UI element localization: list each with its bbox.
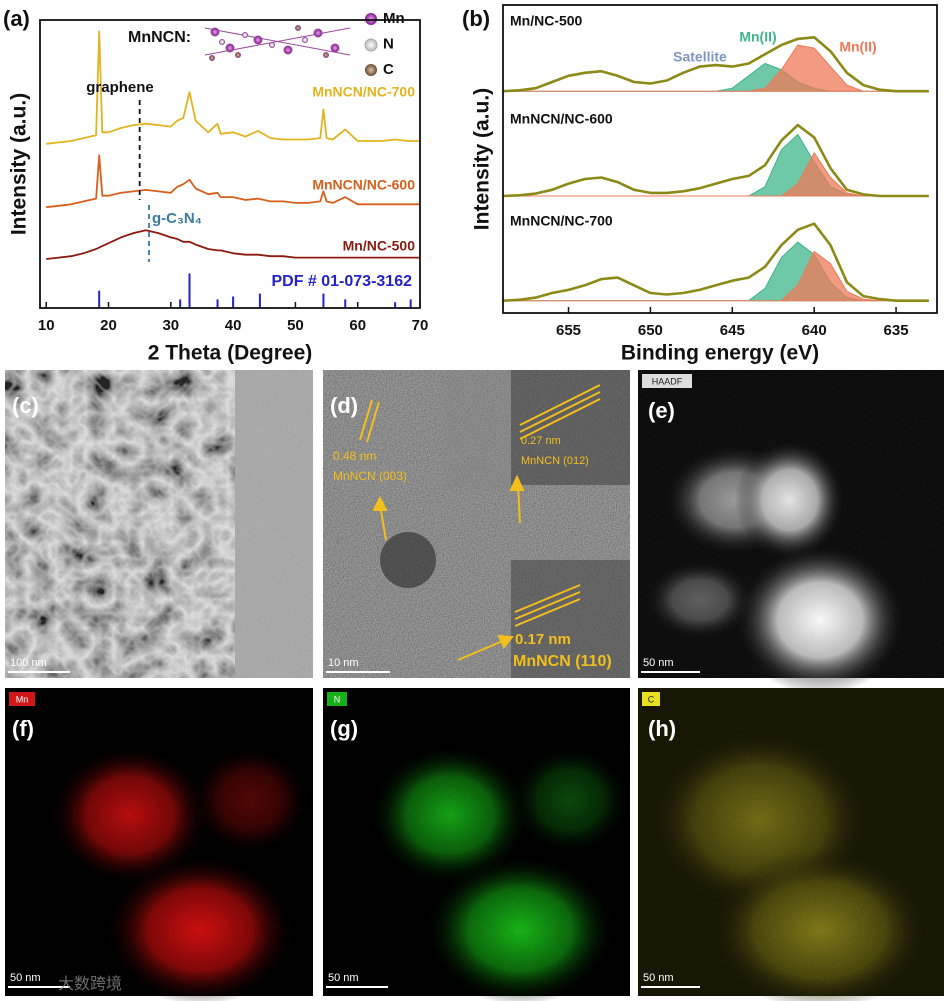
crystal-inset: [204, 13, 378, 76]
scale-bar-label: 50 nm: [643, 657, 674, 669]
panel-label: (a): [3, 6, 30, 31]
y-axis-label: Intensity (a.u.): [8, 93, 31, 235]
series-label: MnNCN/NC-600: [510, 111, 613, 127]
panel-label: (e): [648, 398, 675, 423]
lattice-label: MnNCN (110): [513, 653, 612, 670]
inset-legend-label: Mn: [383, 10, 405, 27]
lattice-label: MnNCN (012): [521, 455, 589, 467]
panel-label: (c): [12, 393, 39, 418]
y-axis-label: Intensity (a.u.): [471, 88, 494, 230]
eds-panel-h: C (h) 50 nm: [638, 688, 944, 1001]
x-tick-label: 655: [556, 322, 581, 339]
series-label: Mn(II): [839, 39, 876, 55]
annotation: Satellite: [673, 49, 727, 65]
tem-panel-c: (c) 100 nm: [5, 370, 313, 678]
reference-label: PDF # 01-073-3162: [271, 273, 412, 290]
eds-panel-g: N (g) 50 nm: [323, 688, 630, 1001]
panel-label: (d): [330, 393, 358, 418]
panel-label: (f): [12, 716, 34, 741]
series-line: [502, 123, 929, 198]
x-tick-label: 650: [638, 322, 663, 339]
x-tick-label: 20: [100, 317, 117, 334]
x-axis-label: Binding energy (eV): [621, 342, 819, 365]
eds-panel-f: Mn (f) 50 nm 大数跨境: [5, 688, 313, 1001]
series-label: Mn(II): [739, 29, 776, 45]
panel-label: (h): [648, 716, 676, 741]
x-tick-label: 10: [38, 317, 55, 334]
scale-bar-label: 50 nm: [10, 972, 41, 984]
badge: [9, 692, 35, 706]
inset-title: MnNCN:: [128, 29, 191, 46]
lattice-label: MnNCN (003): [333, 469, 407, 483]
badge-label: Mn: [16, 694, 29, 704]
plot-frame: [502, 4, 938, 314]
x-tick-label: 635: [884, 322, 909, 339]
component-peak: [503, 44, 929, 92]
series-line: [46, 154, 420, 209]
badge-label: HAADF: [652, 376, 683, 386]
marker-label: g-C₃N₄: [152, 210, 202, 227]
series-label: Mn/NC-500: [510, 13, 583, 29]
series-line: [46, 229, 420, 260]
x-tick-label: 640: [802, 322, 827, 339]
panel-label: (b): [462, 6, 490, 31]
x-tick-label: 70: [412, 317, 429, 334]
series-label: MnNCN/NC-700: [510, 213, 613, 229]
component-peak: [503, 133, 929, 197]
series-label: Mn/NC-500: [343, 238, 416, 254]
badge: [327, 692, 347, 706]
hrtem-panel-d: (d) 0.48 nm MnNCN (003) 0.27 nm MnNCN (0…: [323, 370, 630, 678]
component-peak: [503, 241, 929, 302]
series-label: MnNCN/NC-600: [312, 177, 415, 193]
watermark: 大数跨境: [58, 974, 122, 993]
x-tick-label: 40: [225, 317, 242, 334]
component-peak: [503, 250, 929, 302]
badge-label: N: [334, 694, 341, 704]
lattice-label: 0.17 nm: [515, 631, 571, 648]
x-tick-label: 645: [720, 322, 745, 339]
series-line: [46, 30, 420, 145]
inset-legend-label: N: [383, 35, 394, 52]
lattice-label: 0.48 nm: [333, 449, 376, 463]
x-axis-label: 2 Theta (Degree): [148, 342, 313, 365]
series-line: [502, 36, 929, 93]
marker-label: graphene: [86, 79, 154, 96]
component-peak: [503, 151, 929, 197]
haadf-panel-e: HAADF (e) 50 nm: [638, 370, 944, 695]
x-tick-label: 50: [287, 317, 304, 334]
scale-bar-label: 10 nm: [328, 657, 359, 669]
plot-frame: [39, 19, 421, 309]
inset-legend-label: C: [383, 61, 394, 78]
badge: [642, 692, 660, 706]
panel-label: (g): [330, 716, 358, 741]
series-line: [502, 222, 929, 302]
lattice-label: 0.27 nm: [521, 435, 561, 447]
x-tick-label: 60: [349, 317, 366, 334]
badge: [642, 374, 692, 388]
scale-bar-label: 50 nm: [328, 972, 359, 984]
badge-label: C: [648, 694, 655, 704]
series-label: MnNCN/NC-700: [312, 84, 415, 100]
scale-bar-label: 50 nm: [643, 972, 674, 984]
scale-bar-label: 100 nm: [10, 657, 47, 669]
x-tick-label: 30: [162, 317, 179, 334]
